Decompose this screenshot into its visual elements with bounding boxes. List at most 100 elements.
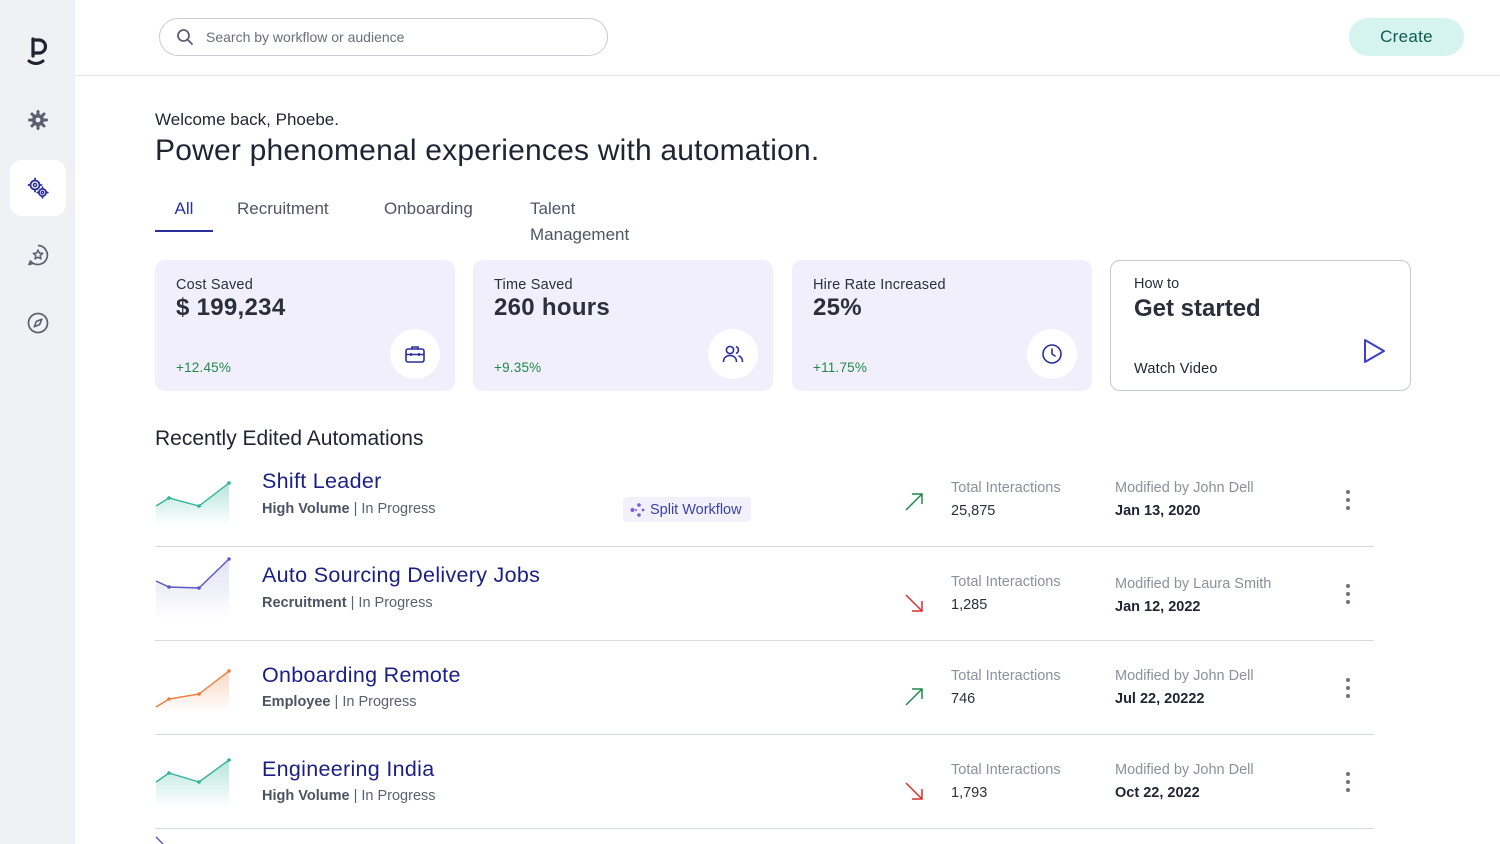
stat-icon-wrap: [390, 329, 440, 379]
stat-delta: +12.45%: [176, 360, 232, 375]
sidebar: [0, 0, 75, 844]
modified-date: Jan 13, 2020: [1115, 503, 1201, 519]
search-box[interactable]: [159, 18, 608, 56]
more-options-button[interactable]: [1337, 675, 1359, 701]
automation-status: | In Progress: [350, 595, 433, 611]
split-workflow-badge[interactable]: Split Workflow: [623, 497, 751, 522]
tab-recruitment[interactable]: Recruitment: [237, 199, 329, 218]
chat-star-icon: [28, 244, 49, 266]
automation-name[interactable]: Onboarding Remote: [262, 663, 461, 687]
interactions-value: 1,793: [951, 785, 988, 801]
stat-card-time-saved[interactable]: Time Saved 260 hours +9.35%: [473, 260, 773, 391]
automation-meta: Recruitment | In Progress: [262, 595, 433, 611]
automation-name[interactable]: Engineering India: [262, 757, 435, 781]
interactions-value: 25,875: [951, 503, 996, 519]
interactions-label: Total Interactions: [951, 668, 1061, 684]
interactions-label: Total Interactions: [951, 762, 1061, 778]
sparkline-chart: [155, 481, 231, 525]
automation-status: | In Progress: [334, 694, 417, 710]
modified-date: Jul 22, 20222: [1115, 691, 1205, 707]
stat-icon-wrap: [1027, 329, 1077, 379]
modified-date: Jan 12, 2022: [1115, 599, 1201, 615]
automation-row[interactable]: Auto Sourcing Delivery Jobs Recruitment …: [155, 547, 1374, 641]
more-options-button[interactable]: [1337, 581, 1359, 607]
automation-row[interactable]: Shift Leader High Volume | In Progress S…: [155, 453, 1374, 547]
automation-status: | In Progress: [353, 501, 436, 517]
compass-icon: [27, 312, 49, 334]
next-row-sparkline-partial: [155, 836, 164, 844]
sidebar-item-automations[interactable]: [10, 160, 66, 216]
automation-category: Recruitment: [262, 595, 347, 611]
more-options-button[interactable]: [1337, 487, 1359, 513]
kebab-icon: [1346, 490, 1350, 494]
search-input[interactable]: [206, 27, 596, 47]
automation-status: | In Progress: [353, 788, 436, 804]
automation-name[interactable]: Auto Sourcing Delivery Jobs: [262, 563, 541, 587]
modified-by: Modified by Laura Smith: [1115, 576, 1272, 592]
clock-icon: [1042, 344, 1062, 364]
gear-icon: [28, 110, 48, 130]
search-icon: [177, 29, 193, 45]
stat-label: Time Saved: [494, 277, 573, 293]
sidebar-item-engagement[interactable]: [10, 227, 66, 283]
automation-meta: Employee | In Progress: [262, 694, 416, 710]
automation-gears-icon: [27, 177, 49, 199]
trend-down-icon: [905, 782, 923, 800]
stat-value: $ 199,234: [176, 294, 286, 321]
interactions-value: 746: [951, 691, 976, 707]
sparkline-chart: [155, 758, 231, 807]
briefcase-icon: [405, 346, 425, 363]
interactions-value: 1,285: [951, 597, 988, 613]
modified-by: Modified by John Dell: [1115, 480, 1254, 496]
stat-card-cost-saved[interactable]: Cost Saved $ 199,234 +12.45%: [155, 260, 455, 391]
sparkline-chart: [155, 557, 231, 619]
automation-row[interactable]: Onboarding Remote Employee | In Progress…: [155, 641, 1374, 735]
section-title-recent: Recently Edited Automations: [155, 427, 424, 450]
page-title: Power phenomenal experiences with automa…: [155, 134, 820, 167]
split-workflow-icon: [630, 502, 645, 517]
sidebar-item-explore[interactable]: [10, 295, 66, 351]
stat-icon-wrap: [708, 329, 758, 379]
automation-category: Employee: [262, 694, 331, 710]
automation-name[interactable]: Shift Leader: [262, 469, 382, 493]
kebab-icon: [1346, 678, 1350, 682]
kebab-icon: [1346, 772, 1350, 776]
interactions-label: Total Interactions: [951, 480, 1061, 496]
stat-value: 260 hours: [494, 294, 611, 321]
create-button[interactable]: Create: [1349, 18, 1464, 56]
stat-label: Cost Saved: [176, 277, 253, 293]
tab-talent-management[interactable]: Talent Management: [530, 199, 630, 244]
modified-by: Modified by John Dell: [1115, 668, 1254, 684]
welcome-text: Welcome back, Phoebe.: [155, 110, 339, 129]
kebab-icon: [1346, 584, 1350, 588]
stat-value: 25%: [813, 294, 862, 321]
trend-up-icon: [905, 493, 923, 511]
tab-all[interactable]: All: [155, 196, 213, 232]
users-icon: [722, 345, 744, 363]
modified-by: Modified by John Dell: [1115, 762, 1254, 778]
automation-meta: High Volume | In Progress: [262, 501, 436, 517]
brand-logo[interactable]: [22, 30, 54, 70]
tab-onboarding[interactable]: Onboarding: [384, 199, 473, 218]
modified-date: Oct 22, 2022: [1115, 785, 1200, 801]
sparkline-chart: [155, 669, 231, 713]
stat-delta: +11.75%: [813, 360, 868, 375]
sidebar-item-settings[interactable]: [10, 92, 66, 148]
automation-category: High Volume: [262, 788, 350, 804]
brand-logo-icon: [27, 37, 48, 65]
tag-label: Split Workflow: [650, 501, 742, 518]
get-started-card[interactable]: How to Get started Watch Video: [1110, 260, 1411, 391]
watch-video-link[interactable]: Watch Video: [1134, 361, 1218, 377]
stat-delta: +9.35%: [494, 360, 542, 375]
trend-up-icon: [905, 688, 923, 706]
stat-label: Hire Rate Increased: [813, 277, 946, 293]
automation-meta: High Volume | In Progress: [262, 788, 436, 804]
trend-down-icon: [905, 594, 923, 612]
interactions-label: Total Interactions: [951, 574, 1061, 590]
stat-card-hire-rate[interactable]: Hire Rate Increased 25% +11.75%: [792, 260, 1092, 391]
play-icon[interactable]: [1361, 337, 1387, 365]
howto-title: Get started: [1134, 295, 1261, 322]
automation-row[interactable]: Engineering India High Volume | In Progr…: [155, 735, 1374, 829]
automation-category: High Volume: [262, 501, 350, 517]
more-options-button[interactable]: [1337, 769, 1359, 795]
